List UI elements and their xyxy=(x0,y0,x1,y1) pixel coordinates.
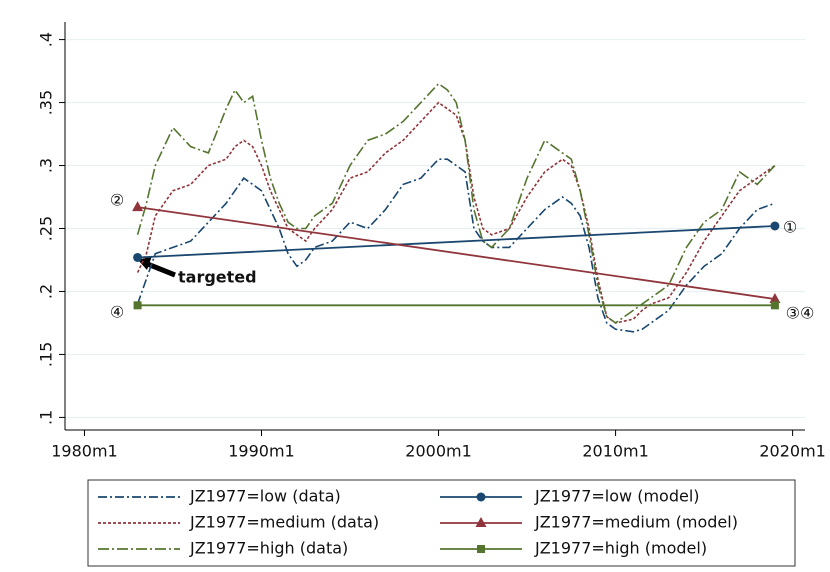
annotation: ③④ xyxy=(786,304,815,323)
series-line xyxy=(137,225,775,259)
y-tick-label: .1 xyxy=(37,410,56,425)
legend-label: JZ1977=low (model) xyxy=(534,487,700,506)
legend-label: JZ1977=medium (data) xyxy=(189,513,379,532)
x-tick-label: 2000m1 xyxy=(405,442,471,461)
legend-label: JZ1977=low (data) xyxy=(189,487,341,506)
legend-label: JZ1977=medium (model) xyxy=(534,513,738,532)
y-tick-label: .4 xyxy=(37,32,56,47)
marker xyxy=(133,301,142,310)
marker xyxy=(477,545,485,553)
annotation: ④ xyxy=(110,303,124,322)
annotation-arrow xyxy=(144,260,176,278)
marker xyxy=(133,252,143,262)
x-tick-label: 2010m1 xyxy=(582,442,648,461)
annotation: targeted xyxy=(178,268,257,287)
annotation: ② xyxy=(110,191,124,210)
marker xyxy=(770,221,780,231)
y-tick-label: .2 xyxy=(37,284,56,299)
x-tick-label: 1990m1 xyxy=(228,442,294,461)
x-tick-label: 2020m1 xyxy=(759,442,825,461)
series-line xyxy=(137,206,776,300)
y-tick-label: .35 xyxy=(37,90,56,115)
series-line xyxy=(136,101,776,324)
marker xyxy=(132,201,144,212)
legend-label: JZ1977=high (data) xyxy=(189,539,348,558)
y-tick-label: .3 xyxy=(37,158,56,173)
marker xyxy=(476,492,486,502)
annotation: ① xyxy=(783,218,797,237)
marker xyxy=(769,293,781,304)
legend-label: JZ1977=high (model) xyxy=(534,539,707,558)
y-tick-label: .15 xyxy=(37,342,56,367)
y-tick-label: .25 xyxy=(37,216,56,241)
marker xyxy=(475,517,487,527)
marker xyxy=(770,301,779,310)
series-line xyxy=(136,158,776,333)
x-tick-label: 1980m1 xyxy=(51,442,117,461)
